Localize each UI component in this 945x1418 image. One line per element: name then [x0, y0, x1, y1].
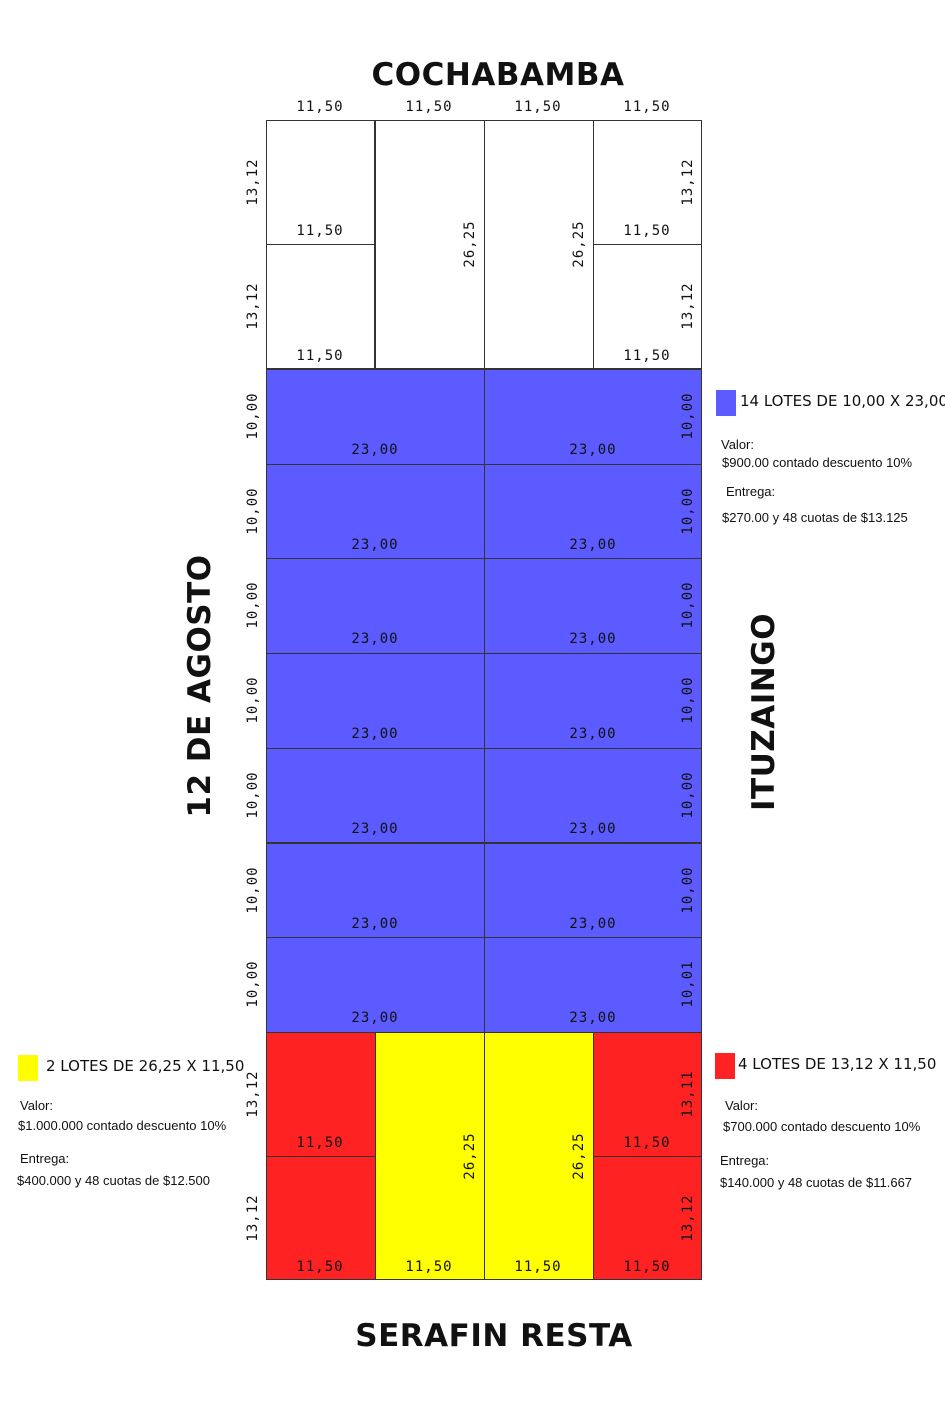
dimension-label: 10,00	[680, 771, 696, 819]
entrega-label: Entrega:	[20, 1151, 70, 1166]
lot-white[interactable]	[593, 244, 702, 369]
dimension-label: 11,50	[296, 348, 344, 364]
street-west: 12 DE AGOSTO	[182, 554, 218, 818]
entrega-label: Entrega:	[720, 1153, 770, 1168]
dimension-label: 10,00	[245, 771, 261, 819]
lot-blue[interactable]	[266, 369, 485, 465]
lot-white[interactable]	[266, 120, 375, 245]
lot-blue[interactable]	[484, 842, 702, 939]
dimension-label: 11,50	[514, 99, 562, 115]
dimension-label: 23,00	[351, 631, 399, 648]
dimension-label: 23,00	[351, 1010, 399, 1027]
dimension-label: 10,01	[680, 960, 696, 1008]
dimension-label: 23,00	[569, 726, 617, 743]
dimension-label: 23,00	[351, 726, 399, 743]
dimension-label: 13,12	[245, 158, 261, 206]
legend-swatch-red	[715, 1053, 735, 1079]
entrega-text: $270.00 y 48 cuotas de $13.125	[722, 510, 908, 525]
lot-blue[interactable]	[266, 937, 485, 1033]
lot-yellow[interactable]	[375, 1032, 485, 1280]
dimension-label: 13,12	[680, 1194, 696, 1242]
dimension-label: 10,00	[680, 676, 696, 724]
entrega-text: $400.000 y 48 cuotas de $12.500	[17, 1173, 210, 1188]
valor-label: Valor:	[20, 1098, 53, 1113]
dimension-label: 13,12	[245, 1194, 261, 1242]
entrega-label: Entrega:	[726, 484, 776, 499]
street-south: SERAFIN RESTA	[355, 1318, 633, 1354]
lot-blue[interactable]	[484, 653, 702, 749]
street-east: ITUZAINGO	[746, 612, 782, 812]
dimension-label: 10,00	[680, 581, 696, 629]
dimension-label: 23,00	[351, 442, 399, 458]
valor-label: Valor:	[725, 1098, 758, 1113]
lot-white[interactable]	[266, 244, 375, 369]
dimension-label: 23,00	[569, 820, 617, 837]
dimension-label: 13,12	[245, 1070, 261, 1118]
street-north: COCHABAMBA	[371, 57, 625, 93]
dimension-label: 11,50	[514, 1259, 562, 1275]
dimension-label: 13,12	[680, 158, 696, 206]
dimension-label: 10,00	[245, 676, 261, 724]
lot-red[interactable]	[266, 1156, 376, 1280]
lot-red[interactable]	[266, 1032, 376, 1157]
lot-blue[interactable]	[484, 747, 702, 844]
valor-label: Valor:	[721, 437, 754, 452]
legend-swatch-yellow	[18, 1055, 38, 1081]
legend-swatch-blue	[716, 390, 736, 416]
lot-blue[interactable]	[266, 747, 485, 844]
entrega-text: $140.000 y 48 cuotas de $11.667	[720, 1175, 913, 1190]
dimension-label: 26,25	[462, 1132, 478, 1180]
dimension-label: 26,25	[571, 220, 587, 268]
legend-title: 4 LOTES DE 13,12 X 11,50	[738, 1055, 937, 1073]
dimension-label: 23,00	[569, 442, 617, 458]
dimension-label: 26,25	[571, 1132, 587, 1180]
dimension-label: 23,00	[351, 915, 399, 932]
dimension-label: 10,00	[680, 487, 696, 535]
lot-white[interactable]	[375, 120, 485, 369]
dimension-label: 11,50	[623, 348, 671, 364]
dimension-label: 11,50	[296, 223, 344, 239]
dimension-label: 10,00	[245, 487, 261, 535]
dimension-label: 10,00	[245, 581, 261, 629]
dimension-label: 10,00	[245, 392, 261, 440]
dimension-label: 11,50	[623, 1135, 671, 1151]
dimension-label: 13,11	[680, 1070, 696, 1118]
valor-text: $900.00 contado descuento 10%	[722, 455, 913, 470]
dimension-label: 11,50	[296, 99, 344, 115]
dimension-label: 13,12	[245, 282, 261, 330]
dimension-label: 11,50	[296, 1259, 344, 1275]
lot-blue[interactable]	[484, 558, 702, 655]
lot-blue[interactable]	[266, 653, 485, 749]
lot-yellow[interactable]	[484, 1032, 594, 1280]
lot-blue[interactable]	[484, 463, 702, 560]
dimension-label: 11,50	[405, 1259, 453, 1275]
dimension-label: 11,50	[623, 1259, 671, 1275]
dimension-label: 10,00	[245, 960, 261, 1008]
lot-white[interactable]	[484, 120, 594, 369]
lot-blue[interactable]	[484, 937, 702, 1033]
lot-red[interactable]	[593, 1156, 702, 1280]
dimension-label: 23,00	[351, 536, 399, 553]
dimension-label: 13,12	[680, 282, 696, 330]
dimension-label: 11,50	[405, 99, 453, 115]
dimension-label: 23,00	[569, 631, 617, 648]
dimension-label: 11,50	[623, 99, 671, 115]
legend-title: 2 LOTES DE 26,25 X 11,50	[46, 1057, 245, 1075]
legend-title: 14 LOTES DE 10,00 X 23,00	[740, 392, 945, 410]
dimension-label: 26,25	[462, 220, 478, 268]
dimension-label: 23,00	[569, 915, 617, 932]
lot-white[interactable]	[593, 120, 702, 245]
dimension-label: 23,00	[351, 820, 399, 837]
dimension-label: 23,00	[569, 1010, 617, 1027]
valor-text: $1.000.000 contado descuento 10%	[18, 1118, 227, 1133]
valor-text: $700.000 contado descuento 10%	[723, 1119, 921, 1134]
dimension-label: 11,50	[296, 1135, 344, 1151]
dimension-label: 23,00	[569, 536, 617, 553]
dimension-label: 11,50	[623, 223, 671, 239]
dimension-label: 10,00	[680, 865, 696, 914]
dimension-label: 10,00	[245, 865, 261, 914]
dimension-label: 10,00	[680, 392, 696, 440]
